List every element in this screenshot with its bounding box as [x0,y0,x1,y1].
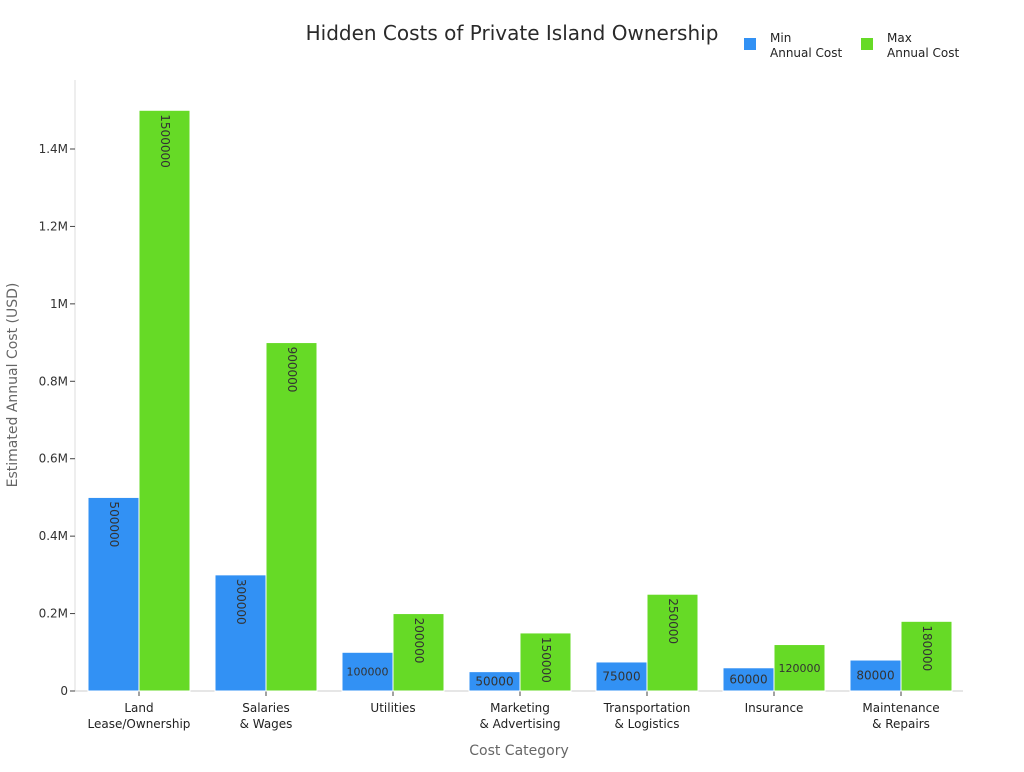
y-axis-label: Estimated Annual Cost (USD) [5,283,21,488]
data-label: 1500000 [158,114,172,167]
data-label: 300000 [234,579,248,625]
bar-max [138,109,191,692]
bar-max [646,593,699,692]
x-tick-label: & Advertising [479,717,560,731]
bar-min [214,574,267,692]
bar-max [900,620,953,692]
data-label: 50000 [475,674,513,688]
data-label: 250000 [666,598,680,644]
legend-label: Max [887,31,912,45]
y-tick-label: 1.4M [39,142,68,156]
bar-max [519,632,572,692]
y-tick-label: 1M [50,297,68,311]
x-tick-label: Insurance [745,701,804,715]
bar-max [392,613,445,692]
legend-label: Annual Cost [770,46,843,60]
y-tick-label: 0.2M [39,607,68,621]
x-tick-label: Salaries [242,701,290,715]
legend-swatch [744,38,756,50]
data-label: 60000 [729,672,767,686]
x-axis-label: Cost Category [469,743,569,759]
bar-max [265,342,318,692]
data-label: 75000 [602,669,640,683]
data-label: 180000 [920,625,934,671]
x-tick-label: Land [124,701,153,715]
x-tick-label: Marketing [490,701,550,715]
chart-title: Hidden Costs of Private Island Ownership [306,21,719,45]
x-tick-label: Maintenance [862,701,939,715]
y-tick-label: 1.2M [39,219,68,233]
x-tick-label: Utilities [370,701,415,715]
bar-min [595,661,648,692]
bar-min [341,651,394,692]
y-tick-label: 0.4M [39,529,68,543]
data-label: 120000 [779,662,821,675]
bar-min [87,496,140,692]
x-tick-label: Transportation [603,701,691,715]
legend-label: Min [770,31,791,45]
x-tick-label: & Repairs [872,717,930,731]
x-tick-label: & Logistics [614,717,679,731]
bar-max [773,644,826,692]
data-label: 100000 [347,666,389,679]
legend-swatch [861,38,873,50]
y-tick-label: 0.8M [39,374,68,388]
y-tick-label: 0 [60,684,68,698]
y-tick-label: 0.6M [39,452,68,466]
data-label: 500000 [107,501,121,547]
data-label: 200000 [412,618,426,664]
data-label: 80000 [856,669,894,683]
x-tick-label: Lease/Ownership [88,717,191,731]
x-tick-label: & Wages [240,717,293,731]
data-label: 900000 [285,347,299,393]
legend-label: Annual Cost [887,46,960,60]
data-label: 150000 [539,637,553,683]
